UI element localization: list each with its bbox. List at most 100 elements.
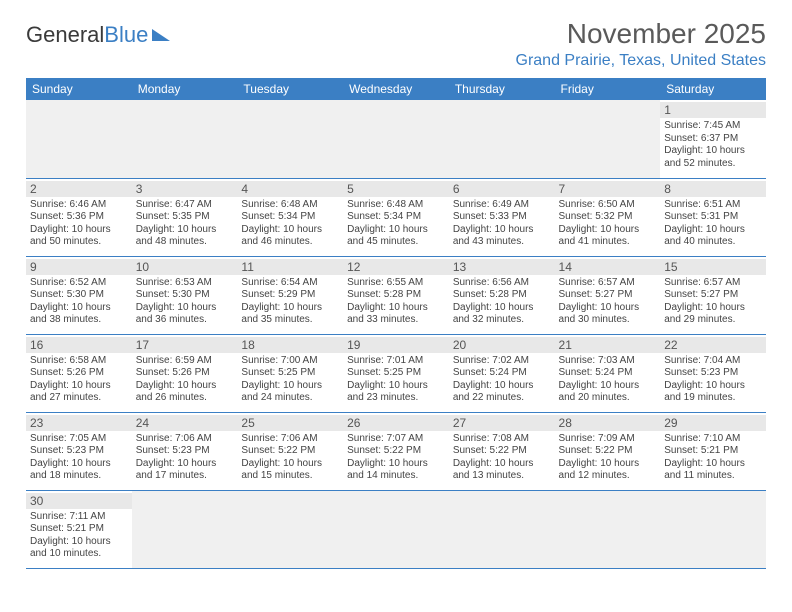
day-cell-29: 29 Sunrise: 7:10 AMSunset: 5:21 PMDayligh… <box>660 412 766 490</box>
day-number: 24 <box>132 415 238 431</box>
day-info: Sunrise: 6:50 AMSunset: 5:32 PMDaylight:… <box>559 199 657 249</box>
day-info: Sunrise: 6:48 AMSunset: 5:34 PMDaylight:… <box>241 199 339 249</box>
logo-text-2: Blue <box>104 22 148 48</box>
day-number: 28 <box>555 415 661 431</box>
dayname-wednesday: Wednesday <box>343 78 449 100</box>
day-cell-19: 19 Sunrise: 7:01 AMSunset: 5:25 PMDayligh… <box>343 334 449 412</box>
blank-cell <box>132 100 238 178</box>
day-cell-2: 2 Sunrise: 6:46 AMSunset: 5:36 PMDaylight… <box>26 178 132 256</box>
calendar-row: 16Sunrise: 6:58 AMSunset: 5:26 PMDayligh… <box>26 334 766 412</box>
blank-cell <box>555 100 661 178</box>
day-info: Sunrise: 6:56 AMSunset: 5:28 PMDaylight:… <box>453 277 551 327</box>
blank-cell <box>132 490 238 568</box>
blank-cell <box>343 100 449 178</box>
title-block: November 2025 Grand Prairie, Texas, Unit… <box>516 18 767 70</box>
day-info: Sunrise: 7:00 AMSunset: 5:25 PMDaylight:… <box>241 355 339 405</box>
day-cell-21: 21Sunrise: 7:03 AMSunset: 5:24 PMDayligh… <box>555 334 661 412</box>
day-cell-8: 8 Sunrise: 6:51 AMSunset: 5:31 PMDaylight… <box>660 178 766 256</box>
day-number: 30 <box>26 493 132 509</box>
title-location: Grand Prairie, Texas, United States <box>516 52 767 70</box>
day-info: Sunrise: 7:05 AMSunset: 5:23 PMDaylight:… <box>30 433 128 483</box>
day-number: 13 <box>449 259 555 275</box>
day-info: Sunrise: 6:49 AMSunset: 5:33 PMDaylight:… <box>453 199 551 249</box>
calendar-row: 2 Sunrise: 6:46 AMSunset: 5:36 PMDaylight… <box>26 178 766 256</box>
day-cell-13: 13 Sunrise: 6:56 AMSunset: 5:28 PMDayligh… <box>449 256 555 334</box>
day-number: 23 <box>26 415 132 431</box>
dayname-monday: Monday <box>132 78 238 100</box>
day-number: 1 <box>660 102 766 118</box>
day-number: 11 <box>237 259 343 275</box>
day-number: 16 <box>26 337 132 353</box>
day-info: Sunrise: 6:53 AMSunset: 5:30 PMDaylight:… <box>136 277 234 327</box>
day-cell-20: 20Sunrise: 7:02 AMSunset: 5:24 PMDayligh… <box>449 334 555 412</box>
day-info: Sunrise: 6:57 AMSunset: 5:27 PMDaylight:… <box>664 277 762 327</box>
blank-cell <box>449 100 555 178</box>
day-cell-27: 27 Sunrise: 7:08 AMSunset: 5:22 PMDayligh… <box>449 412 555 490</box>
day-cell-6: 6 Sunrise: 6:49 AMSunset: 5:33 PMDaylight… <box>449 178 555 256</box>
blank-cell <box>237 100 343 178</box>
day-cell-26: 26 Sunrise: 7:07 AMSunset: 5:22 PMDayligh… <box>343 412 449 490</box>
day-cell-14: 14 Sunrise: 6:57 AMSunset: 5:27 PMDayligh… <box>555 256 661 334</box>
day-number: 21 <box>555 337 661 353</box>
day-number: 6 <box>449 181 555 197</box>
day-number: 29 <box>660 415 766 431</box>
day-number: 7 <box>555 181 661 197</box>
calendar-page: GeneralBlue November 2025 Grand Prairie,… <box>0 0 792 587</box>
day-info: Sunrise: 6:48 AMSunset: 5:34 PMDaylight:… <box>347 199 445 249</box>
day-cell-1: 1 Sunrise: 7:45 AMSunset: 6:37 PMDaylight… <box>660 100 766 178</box>
calendar-row: 1 Sunrise: 7:45 AMSunset: 6:37 PMDaylight… <box>26 100 766 178</box>
day-number: 19 <box>343 337 449 353</box>
day-info: Sunrise: 6:47 AMSunset: 5:35 PMDaylight:… <box>136 199 234 249</box>
day-info: Sunrise: 7:06 AMSunset: 5:22 PMDaylight:… <box>241 433 339 483</box>
day-number: 10 <box>132 259 238 275</box>
dayname-sunday: Sunday <box>26 78 132 100</box>
day-cell-25: 25Sunrise: 7:06 AMSunset: 5:22 PMDayligh… <box>237 412 343 490</box>
day-cell-23: 23 Sunrise: 7:05 AMSunset: 5:23 PMDayligh… <box>26 412 132 490</box>
day-info: Sunrise: 7:02 AMSunset: 5:24 PMDaylight:… <box>453 355 551 405</box>
blank-cell <box>555 490 661 568</box>
day-cell-24: 24Sunrise: 7:06 AMSunset: 5:23 PMDayligh… <box>132 412 238 490</box>
day-info: Sunrise: 7:07 AMSunset: 5:22 PMDaylight:… <box>347 433 445 483</box>
blank-cell <box>237 490 343 568</box>
day-info: Sunrise: 6:57 AMSunset: 5:27 PMDaylight:… <box>559 277 657 327</box>
day-info: Sunrise: 6:55 AMSunset: 5:28 PMDaylight:… <box>347 277 445 327</box>
day-info: Sunrise: 6:51 AMSunset: 5:31 PMDaylight:… <box>664 199 762 249</box>
title-month: November 2025 <box>516 18 767 50</box>
day-number: 12 <box>343 259 449 275</box>
blank-cell <box>449 490 555 568</box>
dayname-tuesday: Tuesday <box>237 78 343 100</box>
dayname-saturday: Saturday <box>660 78 766 100</box>
logo-text-1: General <box>26 22 104 48</box>
day-info: Sunrise: 6:46 AMSunset: 5:36 PMDaylight:… <box>30 199 128 249</box>
blank-cell <box>343 490 449 568</box>
day-cell-4: 4Sunrise: 6:48 AMSunset: 5:34 PMDaylight… <box>237 178 343 256</box>
blank-cell <box>26 100 132 178</box>
day-cell-7: 7 Sunrise: 6:50 AMSunset: 5:32 PMDaylight… <box>555 178 661 256</box>
header: GeneralBlue November 2025 Grand Prairie,… <box>26 18 766 70</box>
day-number: 8 <box>660 181 766 197</box>
calendar-body: 1 Sunrise: 7:45 AMSunset: 6:37 PMDaylight… <box>26 100 766 568</box>
day-number: 14 <box>555 259 661 275</box>
day-info: Sunrise: 6:59 AMSunset: 5:26 PMDaylight:… <box>136 355 234 405</box>
day-cell-12: 12 Sunrise: 6:55 AMSunset: 5:28 PMDayligh… <box>343 256 449 334</box>
day-number: 22 <box>660 337 766 353</box>
day-cell-3: 3Sunrise: 6:47 AMSunset: 5:35 PMDaylight… <box>132 178 238 256</box>
day-cell-16: 16Sunrise: 6:58 AMSunset: 5:26 PMDayligh… <box>26 334 132 412</box>
day-info: Sunrise: 7:01 AMSunset: 5:25 PMDaylight:… <box>347 355 445 405</box>
day-number: 5 <box>343 181 449 197</box>
day-number: 27 <box>449 415 555 431</box>
day-cell-15: 15Sunrise: 6:57 AMSunset: 5:27 PMDayligh… <box>660 256 766 334</box>
day-number: 9 <box>26 259 132 275</box>
calendar-row: 9Sunrise: 6:52 AMSunset: 5:30 PMDaylight… <box>26 256 766 334</box>
day-info: Sunrise: 7:08 AMSunset: 5:22 PMDaylight:… <box>453 433 551 483</box>
day-number: 26 <box>343 415 449 431</box>
day-number: 2 <box>26 181 132 197</box>
day-info: Sunrise: 7:10 AMSunset: 5:21 PMDaylight:… <box>664 433 762 483</box>
day-info: Sunrise: 6:54 AMSunset: 5:29 PMDaylight:… <box>241 277 339 327</box>
calendar-row: 23 Sunrise: 7:05 AMSunset: 5:23 PMDayligh… <box>26 412 766 490</box>
day-info: Sunrise: 7:45 AMSunset: 6:37 PMDaylight:… <box>664 120 762 170</box>
day-cell-17: 17Sunrise: 6:59 AMSunset: 5:26 PMDayligh… <box>132 334 238 412</box>
day-info: Sunrise: 7:11 AMSunset: 5:21 PMDaylight:… <box>30 511 128 561</box>
day-cell-28: 28Sunrise: 7:09 AMSunset: 5:22 PMDayligh… <box>555 412 661 490</box>
day-cell-10: 10 Sunrise: 6:53 AMSunset: 5:30 PMDayligh… <box>132 256 238 334</box>
